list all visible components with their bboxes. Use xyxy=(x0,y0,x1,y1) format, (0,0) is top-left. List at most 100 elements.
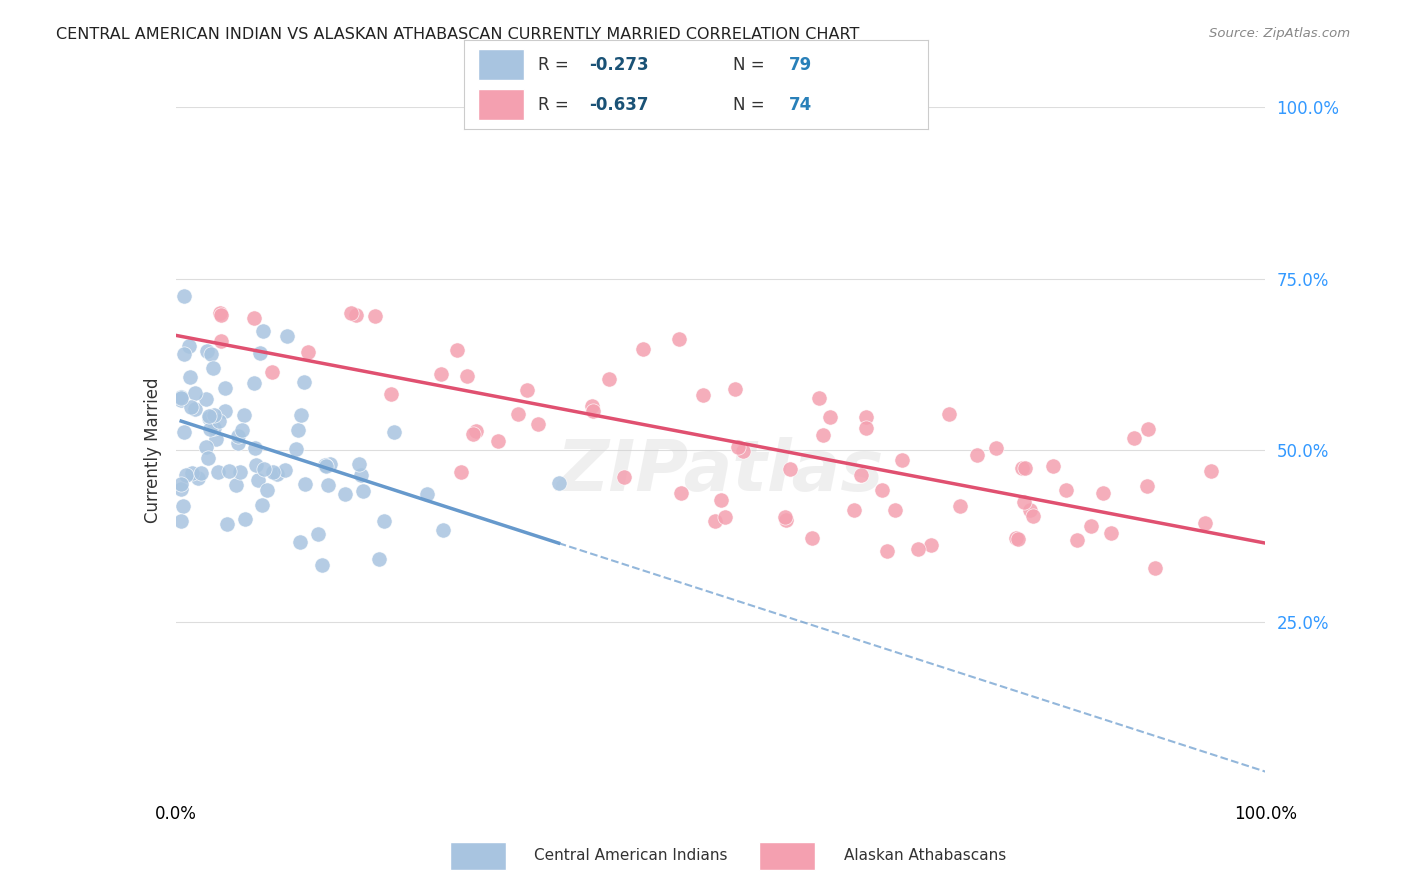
Point xyxy=(202,408,225,422)
Point xyxy=(416,487,439,501)
Point xyxy=(209,334,232,349)
Text: 79: 79 xyxy=(789,56,813,74)
Point xyxy=(801,531,824,545)
Point xyxy=(631,343,654,357)
Text: N =: N = xyxy=(733,56,770,74)
Point xyxy=(380,386,402,401)
Point xyxy=(1005,531,1028,545)
Point xyxy=(1080,519,1102,533)
Point xyxy=(1136,422,1159,436)
Point xyxy=(1007,532,1029,546)
Text: R =: R = xyxy=(538,96,574,114)
Point xyxy=(855,409,877,424)
Point xyxy=(938,407,960,421)
Point xyxy=(1194,516,1216,530)
Point xyxy=(581,400,603,414)
Text: N =: N = xyxy=(733,96,770,114)
Point xyxy=(200,346,222,360)
FancyBboxPatch shape xyxy=(759,842,815,871)
Point xyxy=(1014,495,1036,509)
Point xyxy=(314,458,336,473)
Point xyxy=(346,308,368,322)
Point xyxy=(432,524,454,538)
Text: CENTRAL AMERICAN INDIAN VS ALASKAN ATHABASCAN CURRENTLY MARRIED CORRELATION CHAR: CENTRAL AMERICAN INDIAN VS ALASKAN ATHAB… xyxy=(56,27,859,42)
Point xyxy=(353,483,375,498)
Point xyxy=(890,453,912,467)
Point xyxy=(598,372,620,386)
Point xyxy=(1092,486,1115,500)
Point xyxy=(173,347,195,361)
Y-axis label: Currently Married: Currently Married xyxy=(143,377,162,524)
Point xyxy=(231,423,253,437)
Point xyxy=(198,422,221,436)
Point xyxy=(818,409,841,424)
Point xyxy=(1099,526,1122,541)
Point xyxy=(733,444,755,458)
Point xyxy=(855,421,877,435)
Point xyxy=(949,500,972,514)
Point xyxy=(318,457,340,471)
Point xyxy=(1122,431,1144,445)
Point xyxy=(287,423,309,437)
Point xyxy=(195,440,218,454)
Point xyxy=(429,367,451,381)
Point xyxy=(205,433,228,447)
Point xyxy=(207,465,229,479)
Point xyxy=(527,417,550,431)
Point xyxy=(724,382,747,396)
Point xyxy=(245,458,267,472)
Point xyxy=(170,392,193,407)
Point xyxy=(461,427,484,442)
Point xyxy=(1019,502,1042,516)
Point xyxy=(184,385,207,400)
Point xyxy=(1022,508,1045,523)
Point xyxy=(294,477,316,491)
Point xyxy=(907,542,929,557)
Point xyxy=(582,403,605,417)
Point xyxy=(316,478,339,492)
Point xyxy=(172,499,194,513)
Point xyxy=(713,510,735,524)
Point xyxy=(349,468,371,483)
Point xyxy=(382,425,405,439)
Text: ZIPatlas: ZIPatlas xyxy=(557,436,884,506)
Point xyxy=(176,467,198,482)
Point xyxy=(253,461,276,475)
Point xyxy=(465,424,488,438)
Point xyxy=(179,339,201,353)
Point xyxy=(285,442,308,456)
Point xyxy=(262,365,284,379)
Point xyxy=(966,448,988,462)
Point xyxy=(547,475,569,490)
Point xyxy=(194,392,217,406)
Point xyxy=(870,483,893,498)
Point xyxy=(842,502,865,516)
FancyBboxPatch shape xyxy=(478,89,524,120)
Point xyxy=(1066,533,1088,547)
Point xyxy=(876,544,898,558)
Point xyxy=(214,381,236,395)
Point xyxy=(249,345,271,359)
Point xyxy=(250,498,273,512)
Point xyxy=(775,510,797,524)
Point xyxy=(456,369,478,384)
Text: Alaskan Athabascans: Alaskan Athabascans xyxy=(844,848,1005,863)
Point xyxy=(170,390,193,404)
Point xyxy=(297,345,319,359)
Point xyxy=(209,308,232,322)
Point xyxy=(1143,561,1166,575)
Point xyxy=(368,551,391,566)
Point xyxy=(256,483,278,498)
FancyBboxPatch shape xyxy=(450,842,506,871)
Point xyxy=(215,516,238,531)
Point xyxy=(233,512,256,526)
Point xyxy=(307,526,329,541)
Point xyxy=(170,514,193,528)
Point xyxy=(613,470,636,484)
Point xyxy=(252,325,274,339)
Point xyxy=(274,463,297,477)
Point xyxy=(1042,459,1064,474)
Point xyxy=(184,402,207,417)
Point xyxy=(1011,461,1033,475)
Point xyxy=(225,477,247,491)
